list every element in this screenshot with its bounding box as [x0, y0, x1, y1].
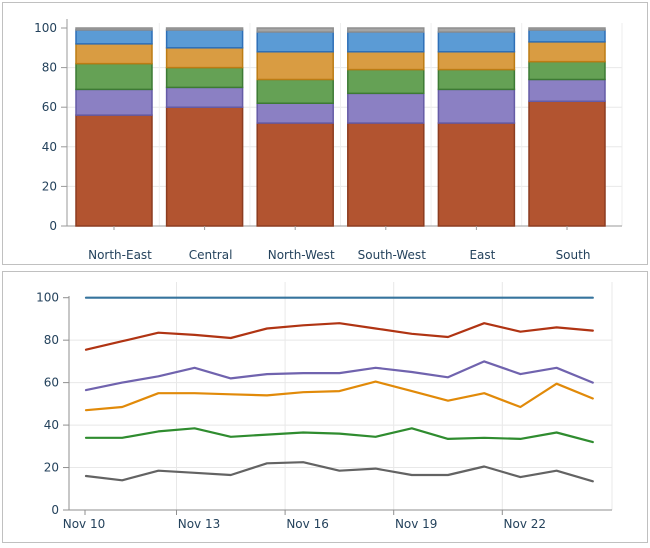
bar-segment-south-purple[interactable]: [528, 78, 606, 103]
bar-segment-south-green[interactable]: [528, 60, 606, 81]
y-axis-tick-label: 80: [44, 333, 59, 347]
y-axis-tick-label: 20: [44, 461, 59, 475]
bar-segment-north-east-orange[interactable]: [75, 43, 153, 65]
line-chart: 0 20 40 60 80 100 Nov 10 Nov 13 Nov 16 Nov 19 Nov …: [36, 282, 613, 531]
category-label: South: [556, 248, 591, 262]
bar-segment-central-green[interactable]: [165, 66, 244, 89]
bar-segment-east-green[interactable]: [437, 68, 516, 91]
line-series-green[interactable]: [84, 427, 594, 444]
y-axis-tick-label: 60: [44, 376, 59, 390]
y-axis-tick-label: 0: [51, 503, 59, 517]
bar-segment-south-west-rust[interactable]: [347, 122, 425, 227]
bar-segment-east-purple[interactable]: [437, 88, 516, 124]
stacked-bar-chart-panel: 0 20 40 60 80 100 North-East Central North-West S…: [2, 2, 648, 265]
bar-segment-north-east-blue[interactable]: [75, 29, 153, 45]
line-series-orange[interactable]: [84, 380, 594, 412]
bar-segment-south-west-green[interactable]: [347, 68, 425, 95]
bar-segment-north-east-purple[interactable]: [75, 88, 153, 116]
category-label: East: [469, 248, 495, 262]
category-label: South-West: [358, 248, 427, 262]
bar-segment-south-west-purple[interactable]: [347, 92, 425, 124]
line-series-red[interactable]: [84, 322, 594, 351]
stacked-bar-chart: 0 20 40 60 80 100 North-East Central North-West S…: [34, 19, 623, 262]
x-axis-tick-label: Nov 13: [178, 517, 221, 531]
line-series-gray[interactable]: [84, 461, 594, 483]
y-axis-tick-label: 100: [34, 21, 57, 35]
bar-segment-north-west-rust[interactable]: [256, 122, 334, 227]
y-axis-tick-label: 20: [42, 179, 57, 193]
bar-segment-south-rust[interactable]: [528, 100, 606, 227]
bar-segment-north-west-purple[interactable]: [256, 102, 334, 124]
category-label: North-West: [268, 248, 335, 262]
bar-segment-east-gray[interactable]: [437, 27, 516, 33]
y-axis-tick-label: 0: [49, 219, 57, 233]
bar-segment-south-west-gray[interactable]: [347, 27, 425, 33]
bar-segment-central-blue[interactable]: [165, 29, 244, 49]
bar-segment-east-orange[interactable]: [437, 51, 516, 71]
x-axis-tick-label: Nov 10: [63, 517, 106, 531]
x-axis-tick-label: Nov 22: [504, 517, 547, 531]
bar-segment-central-purple[interactable]: [165, 86, 244, 108]
bar-segment-south-blue[interactable]: [528, 29, 606, 43]
bar-segment-north-west-gray[interactable]: [256, 27, 334, 33]
bar-segment-south-orange[interactable]: [528, 41, 606, 63]
y-axis-tick-label: 60: [42, 100, 57, 114]
bar-segment-central-orange[interactable]: [165, 47, 244, 69]
bar-segment-south-gray[interactable]: [528, 27, 606, 31]
bar-segment-north-east-gray[interactable]: [75, 27, 153, 31]
bar-segment-central-gray[interactable]: [165, 27, 244, 31]
x-axis-tick-label: Nov 19: [395, 517, 438, 531]
bar-segment-north-east-rust[interactable]: [75, 114, 153, 227]
bar-segment-north-west-orange[interactable]: [256, 51, 334, 81]
y-axis-tick-label: 80: [42, 61, 57, 75]
category-label: North-East: [88, 248, 152, 262]
category-label: Central: [189, 248, 233, 262]
bar-segment-north-west-green[interactable]: [256, 78, 334, 104]
bar-segment-south-west-blue[interactable]: [347, 31, 425, 53]
y-axis-tick-label: 40: [44, 418, 59, 432]
bar-segment-north-east-green[interactable]: [75, 62, 153, 91]
line-series-purple[interactable]: [84, 360, 594, 392]
line-chart-panel: 0 20 40 60 80 100 Nov 10 Nov 13 Nov 16 Nov 19 Nov …: [2, 271, 648, 543]
bar-segment-east-rust[interactable]: [437, 122, 516, 227]
y-axis-tick-label: 40: [42, 140, 57, 154]
bar-segment-north-west-blue[interactable]: [256, 31, 334, 53]
bar-segment-central-rust[interactable]: [165, 106, 244, 227]
bar-segment-east-blue[interactable]: [437, 31, 516, 53]
y-axis-tick-label: 100: [36, 291, 59, 305]
bar-segment-south-west-orange[interactable]: [347, 51, 425, 71]
x-axis-tick-label: Nov 16: [286, 517, 329, 531]
